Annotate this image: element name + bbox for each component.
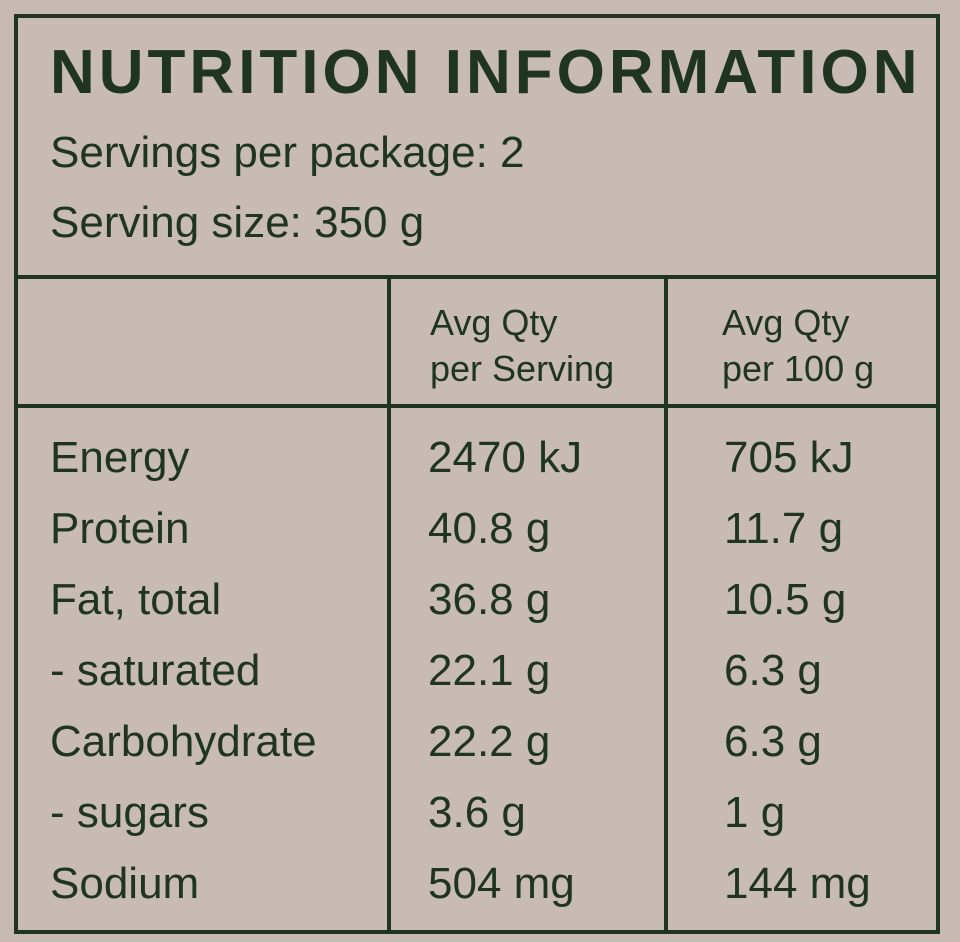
nutrient-row: Protein 40.8 g 11.7 g — [18, 493, 936, 565]
per-100g-value: 10.5 g — [724, 575, 847, 624]
per-100g-value: 705 kJ — [724, 433, 854, 482]
column-divider — [664, 275, 668, 930]
nutrient-label: Sodium — [50, 859, 200, 908]
header-divider — [18, 404, 936, 408]
column-header-line: Avg Qty — [722, 302, 850, 343]
nutrient-label: Carbohydrate — [50, 717, 317, 766]
column-header-line: per Serving — [430, 348, 615, 389]
column-header-per-serving: Avg Qty per Serving — [430, 300, 614, 392]
nutrient-label: Protein — [50, 504, 190, 553]
nutrient-label: Fat, total — [50, 575, 222, 624]
per-serving-value: 2470 kJ — [428, 433, 583, 482]
column-divider — [387, 275, 391, 930]
nutrient-row: Carbohydrate 22.2 g 6.3 g — [18, 706, 936, 778]
per-serving-value: 22.2 g — [428, 717, 551, 766]
nutrient-row: Sodium 504 mg 144 mg — [18, 848, 936, 920]
nutrient-label: - saturated — [50, 646, 261, 695]
per-serving-value: 36.8 g — [428, 575, 551, 624]
per-100g-value: 11.7 g — [724, 504, 844, 553]
nutrition-panel: NUTRITION INFORMATION Servings per packa… — [14, 14, 940, 934]
servings-per-package: Servings per package: 2 — [50, 128, 525, 177]
nutrient-row: Energy 2470 kJ 705 kJ — [18, 422, 936, 494]
per-serving-value: 22.1 g — [428, 646, 551, 695]
panel-header: NUTRITION INFORMATION Servings per packa… — [18, 18, 936, 279]
nutrient-row: - saturated 22.1 g 6.3 g — [18, 635, 936, 707]
column-header-per-100g: Avg Qty per 100 g — [722, 300, 874, 392]
per-serving-value: 3.6 g — [428, 788, 526, 837]
per-100g-value: 6.3 g — [724, 717, 822, 766]
column-header-line: per 100 g — [722, 348, 875, 389]
per-serving-value: 40.8 g — [428, 504, 551, 553]
nutrient-row: - sugars 3.6 g 1 g — [18, 777, 936, 849]
per-100g-value: 6.3 g — [724, 646, 822, 695]
per-serving-value: 504 mg — [428, 859, 575, 908]
per-100g-value: 1 g — [724, 788, 786, 837]
nutrient-label: - sugars — [50, 788, 209, 837]
panel-title: NUTRITION INFORMATION — [50, 38, 922, 107]
per-100g-value: 144 mg — [724, 859, 871, 908]
column-header-line: Avg Qty — [430, 302, 558, 343]
serving-size: Serving size: 350 g — [50, 198, 425, 247]
nutrient-row: Fat, total 36.8 g 10.5 g — [18, 564, 936, 636]
nutrient-label: Energy — [50, 433, 190, 482]
